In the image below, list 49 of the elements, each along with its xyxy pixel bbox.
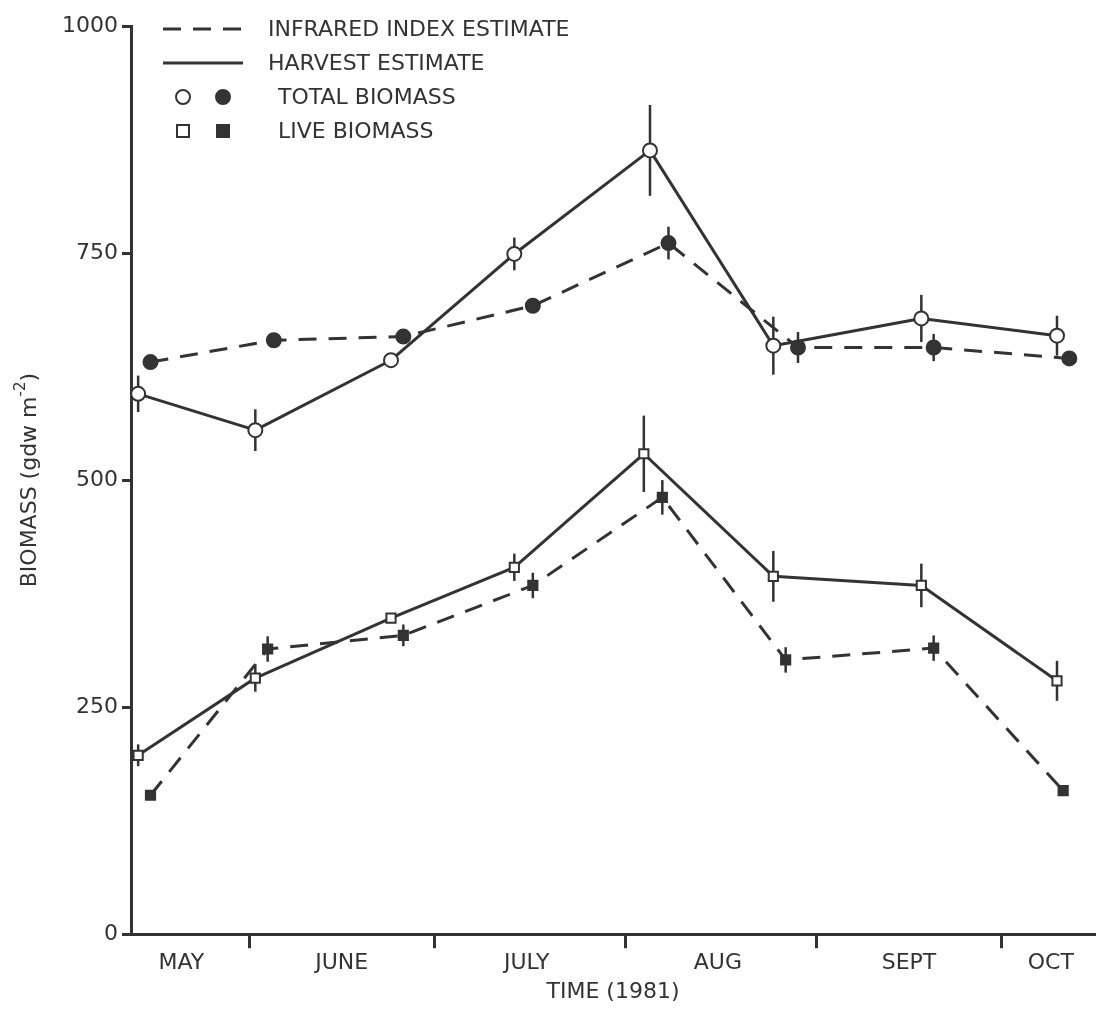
- x-tick-label: JUNE: [313, 949, 369, 975]
- point: [385, 612, 397, 624]
- point: [660, 235, 677, 252]
- point: [638, 448, 650, 460]
- point: [382, 352, 399, 369]
- point: [767, 570, 779, 582]
- y-tick-label: 250: [75, 692, 118, 718]
- y-tick-label: 1000: [61, 11, 118, 37]
- point: [262, 643, 274, 655]
- y-axis-title: BIOMASS (gdw m-2): [11, 372, 41, 588]
- annotation: LIVE BIOMASS: [278, 117, 434, 145]
- legend-label: INFRARED INDEX ESTIMATE: [268, 15, 570, 43]
- point: [780, 654, 792, 666]
- point: [508, 561, 520, 573]
- point: [928, 642, 940, 654]
- point: [925, 339, 942, 356]
- point: [142, 354, 159, 371]
- x-axis-title: TIME (1981): [545, 977, 680, 1003]
- annotation: TOTAL BIOMASS: [278, 83, 456, 111]
- point: [1049, 327, 1065, 344]
- point: [132, 749, 144, 761]
- point: [247, 422, 264, 439]
- point: [395, 328, 412, 345]
- point: [527, 579, 539, 592]
- legend-label: HARVEST ESTIMATE: [268, 49, 485, 77]
- point: [506, 245, 523, 262]
- x-tick-label: SEPT: [881, 949, 937, 975]
- x-tick-label: AUG: [693, 949, 742, 975]
- point: [131, 385, 147, 402]
- point: [642, 142, 658, 159]
- point: [249, 672, 261, 684]
- y-tick-label: 0: [103, 919, 118, 945]
- point: [1051, 675, 1063, 687]
- point: [144, 789, 157, 801]
- point: [1057, 785, 1069, 797]
- point: [1061, 350, 1078, 367]
- y-tick-label: 750: [75, 238, 118, 264]
- point: [265, 332, 282, 349]
- y-tick-label: 500: [75, 465, 118, 491]
- x-tick-label: JULY: [501, 949, 550, 975]
- point: [915, 579, 927, 592]
- point: [913, 310, 930, 327]
- point: [656, 491, 668, 503]
- x-tick-label: OCT: [1027, 949, 1075, 975]
- x-tick-label: MAY: [158, 949, 205, 975]
- point: [397, 629, 409, 641]
- point: [524, 297, 541, 314]
- point: [765, 337, 782, 354]
- point: [790, 339, 806, 356]
